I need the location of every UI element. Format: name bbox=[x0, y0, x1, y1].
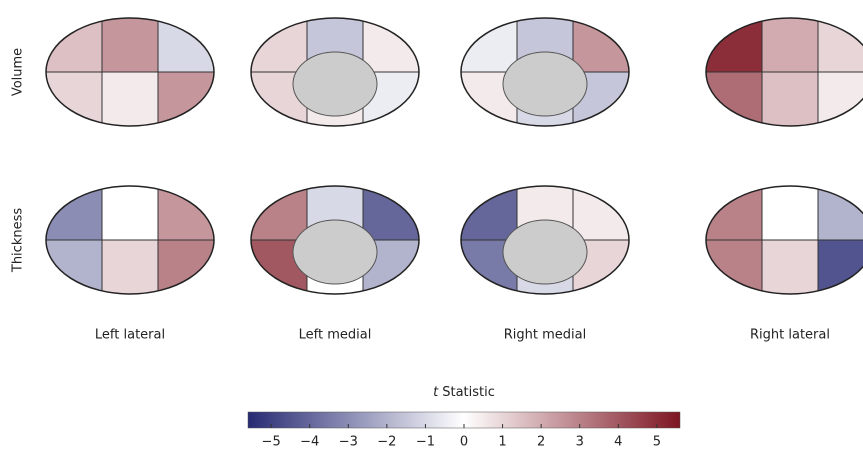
brain-region bbox=[101, 18, 159, 73]
brain-region bbox=[157, 239, 214, 294]
brain-region bbox=[46, 71, 103, 126]
brain-outline bbox=[250, 185, 420, 295]
medial-wall bbox=[502, 219, 588, 285]
colorbar-tick-label: −5 bbox=[262, 435, 281, 450]
colorbar-tick-label: −3 bbox=[339, 435, 358, 450]
brain-region bbox=[101, 186, 159, 241]
brain-region bbox=[817, 239, 863, 294]
brain-region bbox=[362, 186, 419, 241]
brain-region bbox=[251, 18, 308, 73]
brain-outline bbox=[460, 185, 630, 295]
column-label: Left medial bbox=[299, 328, 372, 343]
colorbar-title-text: Statistic bbox=[442, 385, 495, 400]
brain-region bbox=[101, 239, 159, 294]
brain-region bbox=[817, 18, 863, 73]
colorbar-tick-label: −2 bbox=[377, 435, 396, 450]
brain-outline bbox=[45, 17, 215, 127]
medial-wall bbox=[292, 51, 378, 117]
brain-region bbox=[157, 71, 214, 126]
colorbar-title: t Statistic bbox=[433, 385, 495, 400]
brain-region bbox=[761, 186, 819, 241]
colorbar-tick-label: −4 bbox=[300, 435, 319, 450]
brain-panel bbox=[706, 186, 863, 294]
column-label: Left lateral bbox=[95, 328, 165, 343]
brain-region bbox=[461, 18, 518, 73]
brain-region bbox=[362, 18, 419, 73]
colorbar-tick-label: 4 bbox=[614, 435, 622, 450]
brain-panel bbox=[706, 18, 863, 126]
brain-region bbox=[461, 186, 518, 241]
colorbar-tick-label: 0 bbox=[460, 435, 468, 450]
colorbar-tick-label: 5 bbox=[653, 435, 661, 450]
brain-region bbox=[157, 186, 214, 241]
brain-region bbox=[706, 71, 763, 126]
brain-region bbox=[706, 18, 763, 73]
brain-region bbox=[761, 71, 819, 126]
colorbar-tick-label: 3 bbox=[576, 435, 584, 450]
brain-outline bbox=[705, 185, 863, 295]
brain-region bbox=[706, 186, 763, 241]
brain-region bbox=[157, 18, 214, 73]
colorbar-tick-label: 1 bbox=[498, 435, 506, 450]
brain-region bbox=[101, 71, 159, 126]
brain-outline bbox=[250, 17, 420, 127]
medial-wall bbox=[292, 219, 378, 285]
colorbar-tick-label: −1 bbox=[416, 435, 435, 450]
brain-outline bbox=[45, 185, 215, 295]
brain-region bbox=[761, 239, 819, 294]
brain-outline bbox=[460, 17, 630, 127]
brain-region bbox=[572, 186, 629, 241]
brain-outline bbox=[705, 17, 863, 127]
column-label: Right lateral bbox=[750, 328, 830, 343]
brain-region bbox=[706, 239, 763, 294]
brain-region bbox=[46, 239, 103, 294]
brain-region bbox=[817, 186, 863, 241]
row-label: Thickness bbox=[11, 208, 26, 273]
medial-wall bbox=[502, 51, 588, 117]
row-label: Volume bbox=[11, 48, 26, 96]
colorbar-tick-label: 2 bbox=[537, 435, 545, 450]
brain-region bbox=[46, 186, 103, 241]
brain-region bbox=[572, 18, 629, 73]
column-label: Right medial bbox=[504, 328, 586, 343]
colorbar-title-var: t bbox=[433, 385, 439, 400]
brain-region bbox=[761, 18, 819, 73]
brain-region bbox=[46, 18, 103, 73]
brain-region bbox=[251, 186, 308, 241]
brain-region bbox=[817, 71, 863, 126]
